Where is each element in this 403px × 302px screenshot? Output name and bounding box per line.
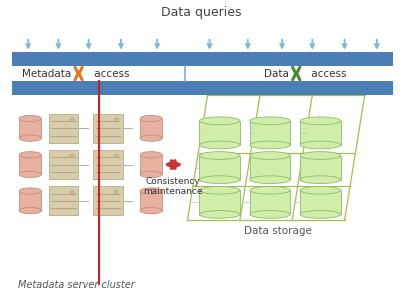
FancyBboxPatch shape	[250, 190, 290, 214]
FancyBboxPatch shape	[12, 52, 393, 66]
Ellipse shape	[300, 186, 341, 194]
Text: Data: Data	[264, 69, 289, 79]
FancyBboxPatch shape	[93, 114, 123, 143]
Ellipse shape	[114, 154, 119, 158]
Ellipse shape	[19, 152, 42, 158]
Ellipse shape	[199, 210, 240, 218]
Ellipse shape	[140, 171, 162, 178]
Ellipse shape	[70, 118, 75, 121]
Ellipse shape	[140, 115, 162, 122]
FancyBboxPatch shape	[12, 81, 393, 95]
FancyBboxPatch shape	[250, 121, 290, 145]
FancyBboxPatch shape	[140, 155, 162, 175]
Ellipse shape	[19, 171, 42, 178]
Ellipse shape	[70, 190, 75, 194]
FancyBboxPatch shape	[93, 150, 123, 179]
FancyBboxPatch shape	[140, 119, 162, 138]
FancyBboxPatch shape	[93, 186, 123, 215]
FancyBboxPatch shape	[19, 191, 42, 211]
Ellipse shape	[70, 154, 75, 158]
Text: Consistency
maintenance: Consistency maintenance	[143, 177, 203, 196]
Ellipse shape	[140, 188, 162, 194]
Ellipse shape	[199, 186, 240, 194]
FancyBboxPatch shape	[199, 121, 240, 145]
FancyBboxPatch shape	[19, 119, 42, 138]
Text: Metadata server cluster: Metadata server cluster	[18, 280, 135, 291]
FancyBboxPatch shape	[49, 150, 78, 179]
Ellipse shape	[300, 117, 341, 125]
Ellipse shape	[250, 117, 290, 125]
FancyBboxPatch shape	[19, 155, 42, 175]
Ellipse shape	[250, 141, 290, 149]
Text: Data queries: Data queries	[161, 5, 242, 19]
Ellipse shape	[199, 152, 240, 159]
Ellipse shape	[250, 152, 290, 159]
Text: access: access	[308, 69, 347, 79]
Text: Data storage: Data storage	[244, 226, 312, 236]
Ellipse shape	[199, 176, 240, 184]
Ellipse shape	[250, 210, 290, 218]
FancyBboxPatch shape	[199, 190, 240, 214]
Ellipse shape	[19, 188, 42, 194]
FancyBboxPatch shape	[49, 186, 78, 215]
Ellipse shape	[19, 135, 42, 141]
Ellipse shape	[19, 207, 42, 214]
Ellipse shape	[140, 152, 162, 158]
Ellipse shape	[250, 186, 290, 194]
Ellipse shape	[300, 210, 341, 218]
Text: access: access	[91, 69, 129, 79]
Ellipse shape	[140, 207, 162, 214]
Ellipse shape	[199, 141, 240, 149]
Ellipse shape	[199, 117, 240, 125]
FancyBboxPatch shape	[140, 191, 162, 211]
Ellipse shape	[300, 141, 341, 149]
Ellipse shape	[140, 135, 162, 141]
Ellipse shape	[250, 176, 290, 184]
FancyBboxPatch shape	[49, 114, 78, 143]
Ellipse shape	[19, 115, 42, 122]
FancyBboxPatch shape	[300, 190, 341, 214]
FancyBboxPatch shape	[250, 156, 290, 180]
Ellipse shape	[114, 190, 119, 194]
FancyBboxPatch shape	[300, 156, 341, 180]
Text: Metadata: Metadata	[22, 69, 71, 79]
FancyBboxPatch shape	[199, 156, 240, 180]
Ellipse shape	[300, 176, 341, 184]
Ellipse shape	[300, 152, 341, 159]
Ellipse shape	[114, 118, 119, 121]
FancyBboxPatch shape	[300, 121, 341, 145]
